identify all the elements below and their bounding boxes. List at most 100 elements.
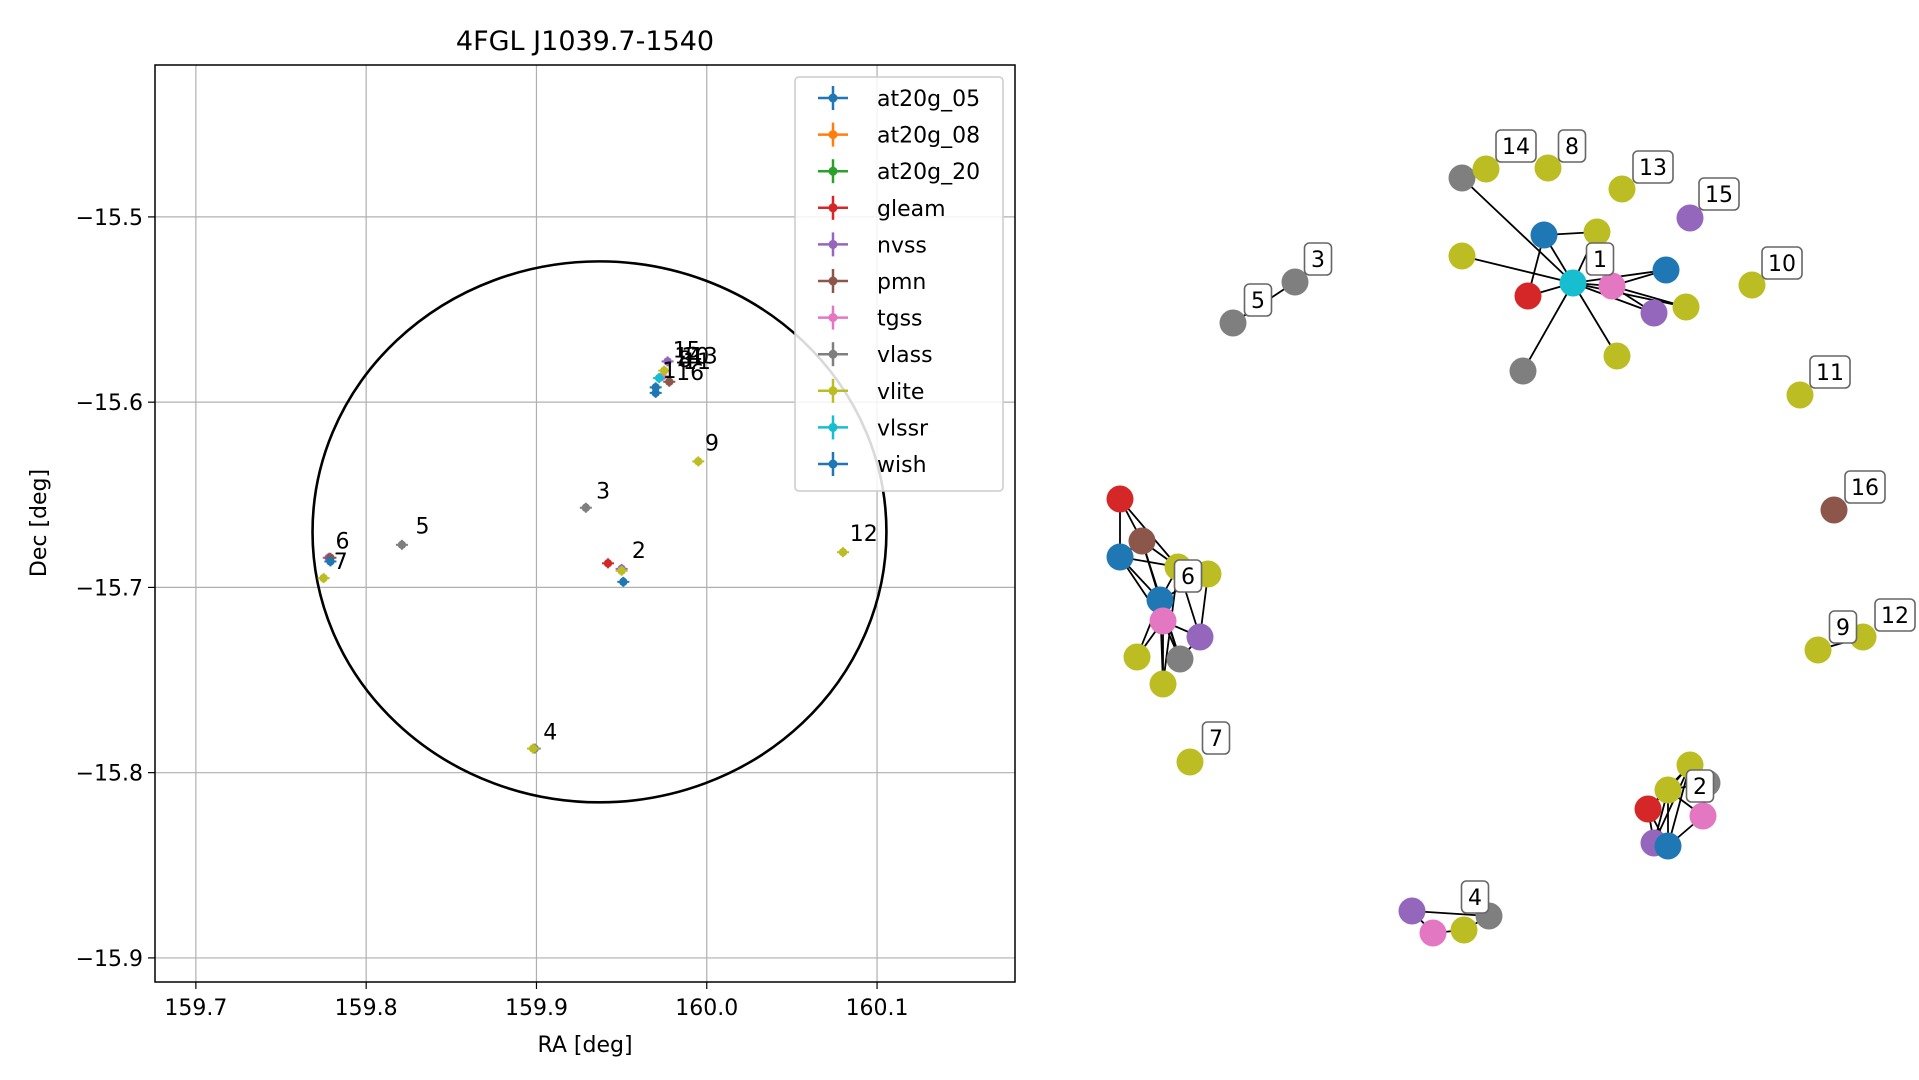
- point-annotation: 12: [850, 522, 878, 547]
- network-node-label: 4: [1460, 880, 1490, 914]
- network-node: [1149, 670, 1177, 698]
- network-node: [1448, 164, 1476, 192]
- data-point-wish: [617, 576, 630, 587]
- network-node: [1603, 342, 1631, 370]
- svg-text:2: 2: [1693, 775, 1707, 800]
- point-annotation: 11: [683, 350, 711, 375]
- data-point-wish: [649, 387, 662, 398]
- legend-entry-at20g_08: at20g_08: [818, 122, 980, 149]
- network-node: [1166, 645, 1194, 673]
- network-node: [1804, 636, 1832, 664]
- svg-text:3: 3: [1311, 248, 1325, 273]
- y-tick-label: −15.7: [76, 576, 143, 601]
- data-point-vlite: [837, 547, 849, 558]
- network-node-label: 11: [1809, 355, 1851, 389]
- data-point-pmn: [663, 376, 676, 387]
- network-node: [1149, 607, 1177, 635]
- svg-text:16: 16: [1851, 476, 1879, 501]
- legend-entry-nvss: nvss: [818, 232, 927, 258]
- svg-text:15: 15: [1705, 183, 1733, 208]
- data-point-vlite: [615, 565, 628, 576]
- point-annotation: 13: [690, 344, 718, 369]
- point-annotation: 10: [681, 344, 709, 369]
- legend-label: wish: [877, 453, 927, 478]
- svg-text:5: 5: [1251, 289, 1265, 314]
- svg-text:7: 7: [1209, 727, 1223, 752]
- network-node: [1398, 897, 1426, 925]
- point-annotation: 1: [662, 359, 676, 384]
- network-node-label: 1: [1585, 242, 1615, 276]
- grid-lines: [155, 65, 1015, 982]
- network-node: [1128, 527, 1156, 555]
- point-annotation: 15: [673, 339, 701, 364]
- legend-entry-tgss: tgss: [818, 305, 923, 332]
- svg-text:8: 8: [1565, 135, 1579, 160]
- y-tick-label: −15.5: [76, 206, 143, 231]
- axes-frame: [154, 64, 1016, 983]
- network-node: [1106, 543, 1134, 571]
- legend-label: gleam: [877, 197, 946, 222]
- network-node: [1219, 309, 1247, 337]
- legend-entry-vlite: vlite: [818, 378, 924, 405]
- network-node: [1123, 643, 1151, 671]
- right-network-panel: 14 8 13 15 1 10 3 5 11 16 6 12 9 7 2 4: [1106, 129, 1916, 947]
- network-edge: [1653, 764, 1691, 844]
- legend-entry-wish: wish: [818, 452, 927, 478]
- svg-text:11: 11: [1816, 361, 1844, 386]
- legend-label: nvss: [877, 233, 927, 258]
- y-tick-label: −15.8: [76, 762, 143, 787]
- network-node: [1176, 748, 1204, 776]
- point-annotation: 3: [596, 479, 610, 504]
- network-node: [1106, 485, 1134, 513]
- svg-text:4: 4: [1468, 886, 1482, 911]
- network-edge: [1572, 282, 1687, 308]
- data-point-vlite: [692, 456, 705, 467]
- legend-label: tgss: [877, 307, 923, 332]
- network-node-label: 8: [1557, 129, 1587, 163]
- network-node: [1472, 155, 1500, 183]
- network-node: [1450, 916, 1478, 944]
- legend-label: vlssr: [877, 416, 929, 441]
- legend-label: vlite: [877, 380, 924, 405]
- data-point-vlite: [527, 743, 540, 754]
- x-tick-label: 159.8: [335, 996, 398, 1021]
- network-node: [1608, 175, 1636, 203]
- network-node: [1634, 795, 1662, 823]
- svg-text:10: 10: [1768, 252, 1796, 277]
- network-node: [1676, 204, 1704, 232]
- legend-entry-vlass: vlass: [818, 342, 933, 368]
- svg-text:14: 14: [1502, 135, 1530, 160]
- x-tick-label: 160.1: [846, 996, 909, 1021]
- network-edge: [1522, 282, 1574, 372]
- legend-label: vlass: [877, 343, 933, 368]
- y-tick-label: −15.6: [76, 391, 143, 416]
- x-tick-label: 159.7: [164, 996, 227, 1021]
- network-node: [1281, 268, 1309, 296]
- axis-ticks: 159.7 159.8 159.9 160.0 160.1 −15.5 −15.6 −15.7…: [76, 206, 909, 1021]
- network-node-label: 2: [1685, 769, 1715, 803]
- network-node-label: 5: [1243, 283, 1273, 317]
- point-annotation: 14: [674, 344, 702, 369]
- network-node: [1598, 272, 1626, 300]
- network-nodes-layer: [1106, 154, 1877, 947]
- network-node: [1530, 221, 1558, 249]
- network-node: [1640, 299, 1668, 327]
- network-node: [1514, 282, 1542, 310]
- data-point-gleam: [601, 558, 614, 569]
- network-node: [1534, 154, 1562, 182]
- network-node-label: 9: [1828, 610, 1858, 644]
- data-point-vlass: [395, 539, 408, 550]
- y-tick-label: −15.9: [76, 947, 143, 972]
- network-node: [1448, 242, 1476, 270]
- y-axis-label: Dec [deg]: [27, 469, 52, 577]
- network-node: [1509, 357, 1537, 385]
- network-edge: [1461, 177, 1574, 284]
- legend-entry-at20g_20: at20g_20: [818, 159, 980, 185]
- point-annotation: 2: [632, 539, 646, 564]
- point-annotation: 8: [678, 348, 692, 373]
- data-point-wish: [324, 556, 337, 567]
- network-node: [1820, 496, 1848, 524]
